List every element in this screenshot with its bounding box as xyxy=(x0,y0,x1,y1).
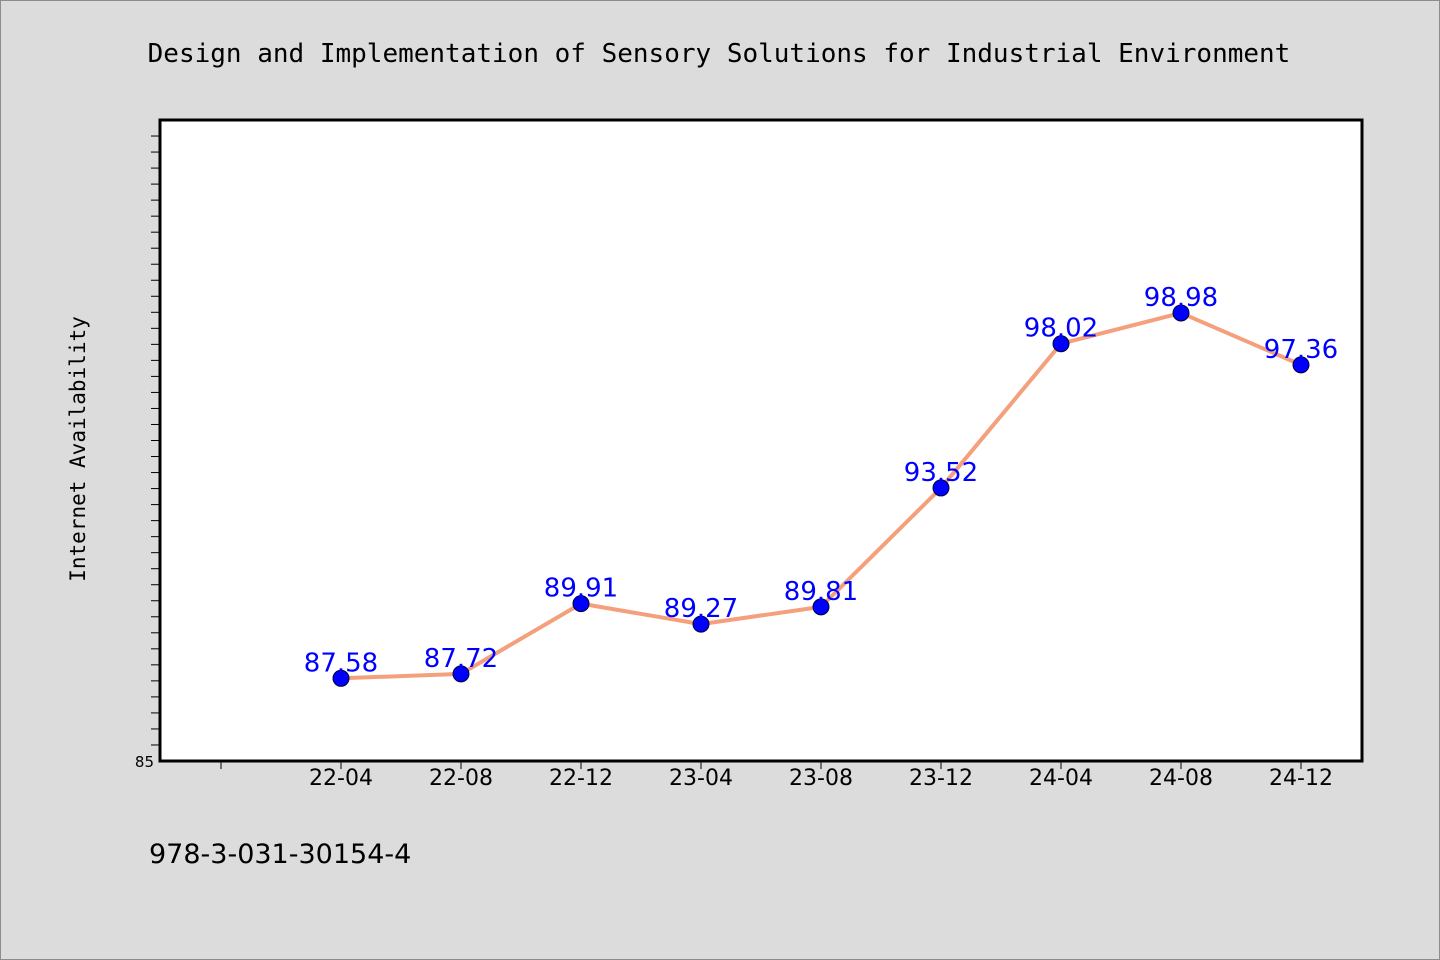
data-label: 87.58 xyxy=(304,648,378,678)
data-label: 97.36 xyxy=(1264,335,1338,365)
x-tick-label: 23-12 xyxy=(909,766,973,791)
data-label: 89.27 xyxy=(664,594,738,624)
x-tick-label: 23-04 xyxy=(669,766,733,791)
x-tick-label: 24-04 xyxy=(1029,766,1093,791)
isbn-text: 978-3-031-30154-4 xyxy=(149,839,411,870)
x-tick-label: 22-08 xyxy=(429,766,493,791)
data-point xyxy=(692,615,710,633)
x-tick-label: 23-08 xyxy=(789,766,853,791)
chart-title: Design and Implementation of Sensory Sol… xyxy=(148,39,1291,69)
data-marks: 87.58 87.72 89.91 89.27 89.81 93.52 98.02 98.98… xyxy=(304,283,1338,687)
x-tick-label: 24-08 xyxy=(1149,766,1213,791)
x-tick-label: 22-12 xyxy=(549,766,613,791)
data-point xyxy=(572,595,590,613)
data-point xyxy=(1052,335,1070,353)
x-tick-label: 22-04 xyxy=(309,766,373,791)
data-label: 98.98 xyxy=(1144,283,1218,313)
data-point xyxy=(332,669,350,687)
data-point xyxy=(812,598,830,616)
data-label: 89.81 xyxy=(784,577,858,607)
y-axis-label: Internet Availability xyxy=(66,316,90,582)
data-label: 93.52 xyxy=(904,458,978,488)
plot-area xyxy=(158,118,1364,763)
data-point xyxy=(452,665,470,683)
y-tick-label: 85 xyxy=(135,753,154,771)
x-tick-label: 24-12 xyxy=(1269,766,1333,791)
axis-ticks: 85 22-04 22-08 22-12 23-04 23-08 23-12 24-04 24-… xyxy=(135,135,1333,791)
data-point xyxy=(1172,304,1190,322)
data-point xyxy=(932,479,950,497)
data-label: 89.91 xyxy=(544,574,618,604)
data-label: 87.72 xyxy=(424,644,498,674)
data-label: 98.02 xyxy=(1024,314,1098,344)
data-point xyxy=(1292,356,1310,374)
